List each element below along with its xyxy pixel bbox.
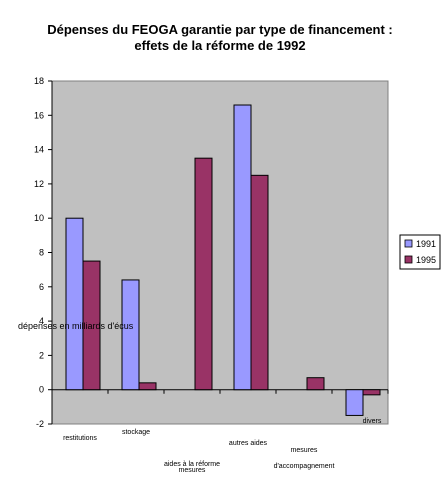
- y-tick-label: 0: [39, 385, 44, 395]
- y-tick-label: 10: [34, 213, 44, 223]
- category-label: divers: [363, 418, 382, 425]
- y-axis-label: dépenses en milliards d'écus: [18, 321, 134, 331]
- category-label: autres aides: [229, 440, 268, 447]
- y-tick-label: 14: [34, 145, 44, 155]
- category-label: aides à la réforme: [164, 461, 220, 468]
- x-axis: [51, 389, 389, 394]
- bar: [82, 260, 101, 391]
- y-tick-label: 18: [34, 76, 44, 86]
- category-label: mesures: [291, 447, 318, 454]
- chart-title-line-2: effets de la réforme de 1992: [134, 38, 305, 53]
- category-label: d'accompagnement: [274, 463, 335, 470]
- y-axis: -2 0 2 4 6 8 10 12 14 16 18: [34, 76, 53, 429]
- category-label: restitutions: [63, 435, 97, 442]
- bar: [65, 217, 84, 391]
- bar: [233, 104, 252, 391]
- legend-swatch-1991: [404, 239, 413, 248]
- category-label: mesures: [179, 467, 206, 474]
- bar: [250, 174, 269, 391]
- bar: [306, 377, 325, 391]
- category-label: stockage: [122, 429, 150, 436]
- bar: [194, 157, 213, 391]
- legend: 1991 1995: [399, 234, 441, 270]
- bars: [65, 104, 381, 416]
- y-tick-label: 6: [39, 282, 44, 292]
- bar: [362, 389, 381, 396]
- y-tick-label: 16: [34, 110, 44, 120]
- bar: [121, 279, 140, 391]
- y-tick-label: -2: [36, 419, 44, 429]
- plot-area: [51, 80, 389, 425]
- legend-label-1991: 1991: [416, 239, 436, 249]
- y-tick-label: 8: [39, 248, 44, 258]
- legend-label-1995: 1995: [416, 255, 436, 265]
- bar: [138, 382, 157, 391]
- legend-swatch-1995: [404, 255, 413, 264]
- bar: [345, 389, 364, 416]
- chart-title-line-1: Dépenses du FEOGA garantie par type de f…: [47, 22, 393, 37]
- y-tick-label: 12: [34, 179, 44, 189]
- y-tick-label: 4: [39, 316, 44, 326]
- y-tick-label: 2: [39, 350, 44, 360]
